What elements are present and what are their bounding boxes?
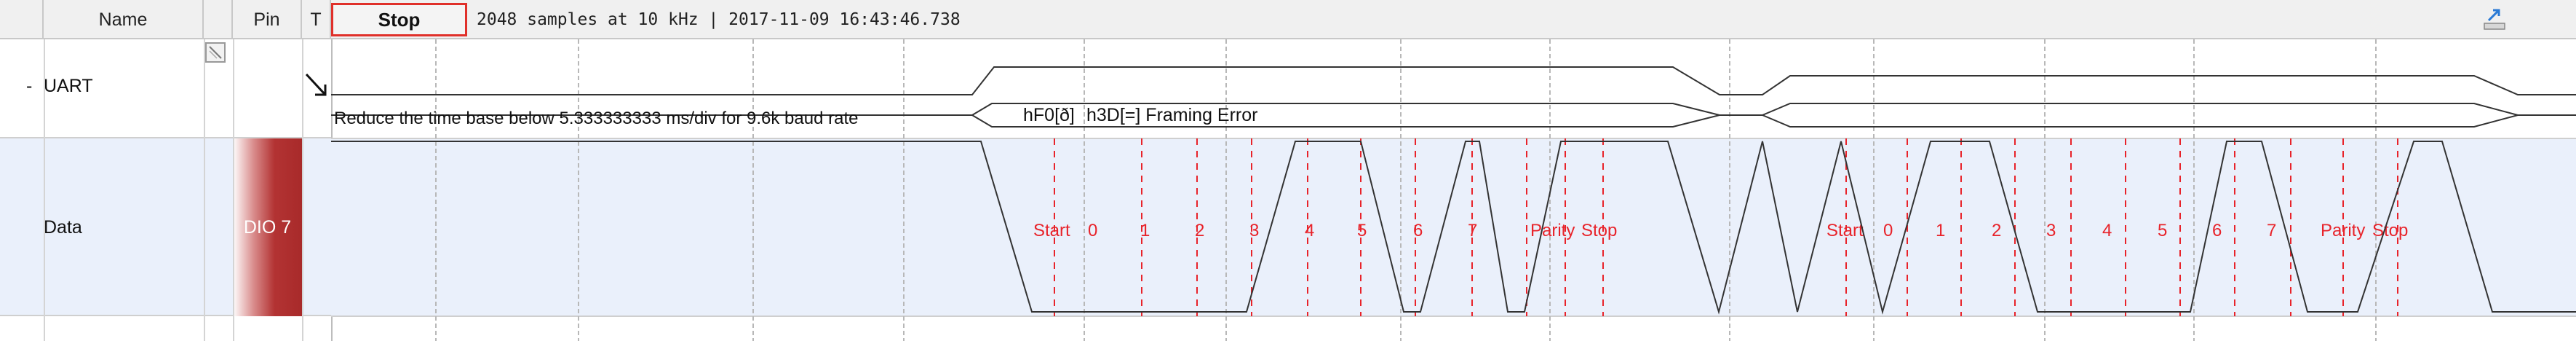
bit-label-2: 2 [1195,221,1204,240]
channel-name-uart: UART [44,76,93,96]
column-header-pin[interactable]: Pin [233,0,302,39]
arrow-down-right-icon [305,73,327,96]
uart-decode-trace [331,66,2576,128]
bit-label-6: 6 [2212,221,2222,240]
bit-label-1: 1 [1140,221,1150,240]
collapse-toggle[interactable]: - [26,76,33,96]
bit-label-0: 0 [1088,221,1097,240]
bit-label-4: 4 [2102,221,2112,240]
bit-label-7: 7 [1468,221,1477,240]
bit-label-stop: Stop [2372,221,2408,240]
bit-label-parity: Parity [1530,221,1575,240]
bit-label-start: Start [1826,221,1864,240]
baud-rate-warning: Reduce the time base below 5.333333333 m… [334,109,858,128]
bit-label-parity: Parity [2321,221,2365,240]
header-blank [0,0,44,39]
bit-label-5: 5 [1357,221,1367,240]
stop-button[interactable]: Stop [331,3,467,36]
bit-label-start: Start [1033,221,1070,240]
frame-label-1[interactable]: h3D[=] Framing Error [1086,105,1258,125]
bit-label-5: 5 [2158,221,2167,240]
time-grid [435,39,2377,341]
column-header-blank [204,0,233,39]
waveform-area[interactable]: Start 0 1 2 3 4 5 6 7 Parity Stop Start 0 1 2 3 4 5 6 7 Pari… [331,39,2576,341]
bit-label-6: 6 [1413,221,1423,240]
bit-label-2: 2 [1992,221,2001,240]
bit-label-4: 4 [1305,221,1314,240]
column-header-name[interactable]: Name [44,0,204,39]
channel-toggle-icon[interactable] [205,42,226,63]
column-header-trigger[interactable]: T [302,0,331,39]
export-icon[interactable] [2480,6,2509,32]
column-divider [302,39,303,341]
frame-label-0[interactable]: hF0[ð] [1023,105,1075,125]
column-divider [233,39,234,341]
capture-status-text: 2048 samples at 10 kHz | 2017-11-09 16:4… [477,10,961,29]
column-divider [204,39,205,341]
uart-frame-lower [971,114,2576,128]
bit-label-1: 1 [1936,221,1945,240]
bit-label-0: 0 [1883,221,1893,240]
bit-label-stop: Stop [1581,221,1617,240]
data-signal-trace [331,141,2576,315]
channel-row-uart[interactable] [0,41,331,138]
pin-badge[interactable]: DIO 7 [233,138,302,316]
data-lane-bg [331,138,2576,316]
uart-lane-top [331,66,2576,95]
channel-name-data: Data [44,217,82,238]
bit-markers: Start 0 1 2 3 4 5 6 7 Parity Stop Start 0 1 2 3 4 5 6 7 Pari… [1033,138,2408,316]
bit-label-3: 3 [1249,221,1259,240]
bit-label-7: 7 [2267,221,2276,240]
bit-label-3: 3 [2046,221,2056,240]
column-divider [44,39,45,341]
